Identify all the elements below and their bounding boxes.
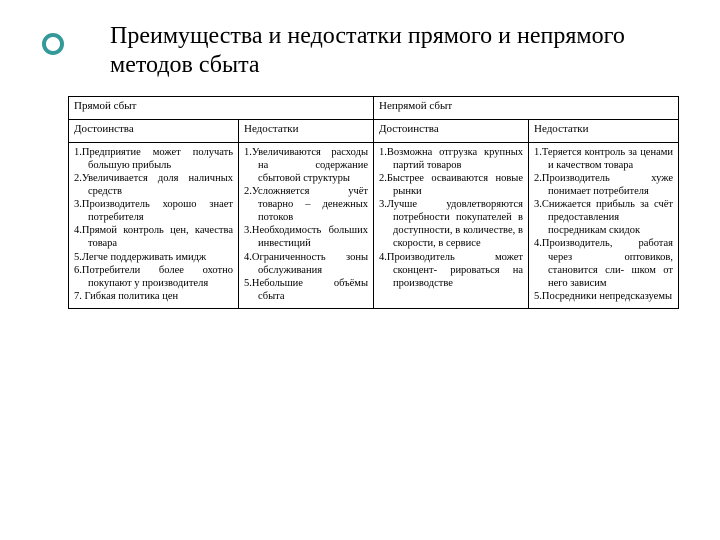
list-item: 3.Производитель хорошо знает потребителя xyxy=(74,198,233,224)
list-item: 5.Легче поддерживать имидж xyxy=(74,251,233,264)
cell-direct-pros: 1.Предприятие может получать большую при… xyxy=(69,142,239,309)
comparison-table: Прямой сбыт Непрямой сбыт Достоинства Не… xyxy=(68,96,679,309)
header-indirect: Непрямой сбыт xyxy=(374,97,679,120)
list-item: 2.Производитель хуже понимает потребител… xyxy=(534,172,673,198)
list-item: 3.Необходимость больших инвестиций xyxy=(244,224,368,250)
list-item: 3.Снижается прибыль за счёт предоставлен… xyxy=(534,198,673,237)
list-item: 2.Усложняется учёт товарно – денежных по… xyxy=(244,185,368,224)
list-item: 4.Прямой контроль цен, качества товара xyxy=(74,224,233,250)
list-item: 2.Увеличивается доля наличных средств xyxy=(74,172,233,198)
cell-indirect-cons: 1.Теряется контроль за ценами и качество… xyxy=(529,142,679,309)
list-item: 1.Увеличиваются расходы на содержание сб… xyxy=(244,146,368,185)
list-item: 7. Гибкая политика цен xyxy=(74,290,233,303)
header-direct-cons: Недостатки xyxy=(239,119,374,142)
list-item: 4.Производитель может сконцент- рировать… xyxy=(379,251,523,290)
list-item: 1.Предприятие может получать большую при… xyxy=(74,146,233,172)
list-item: 4.Производитель, работая через оптовиков… xyxy=(534,237,673,290)
table-header-row-1: Прямой сбыт Непрямой сбыт xyxy=(69,97,679,120)
cell-direct-cons: 1.Увеличиваются расходы на содержание сб… xyxy=(239,142,374,309)
list-item: 6.Потребители более охотно покупают у пр… xyxy=(74,264,233,290)
header-direct: Прямой сбыт xyxy=(69,97,374,120)
slide-title: Преимущества и недостатки прямого и непр… xyxy=(110,22,670,80)
list-item: 1.Теряется контроль за ценами и качество… xyxy=(534,146,673,172)
list-item: 5.Небольшие объёмы сбыта xyxy=(244,277,368,303)
list-item: 4.Ограниченность зоны обслуживания xyxy=(244,251,368,277)
cell-indirect-pros: 1.Возможна отгрузка крупных партий товар… xyxy=(374,142,529,309)
table-header-row-2: Достоинства Недостатки Достоинства Недос… xyxy=(69,119,679,142)
list-item: 2.Быстрее осваиваются новые рынки xyxy=(379,172,523,198)
list-item: 5.Посредники непредсказуемы xyxy=(534,290,673,303)
bullet-icon xyxy=(42,33,64,55)
header-direct-pros: Достоинства xyxy=(69,119,239,142)
header-indirect-cons: Недостатки xyxy=(529,119,679,142)
list-item: 3.Лучше удовлетворяются потребности поку… xyxy=(379,198,523,251)
table-body-row: 1.Предприятие может получать большую при… xyxy=(69,142,679,309)
header-indirect-pros: Достоинства xyxy=(374,119,529,142)
list-item: 1.Возможна отгрузка крупных партий товар… xyxy=(379,146,523,172)
